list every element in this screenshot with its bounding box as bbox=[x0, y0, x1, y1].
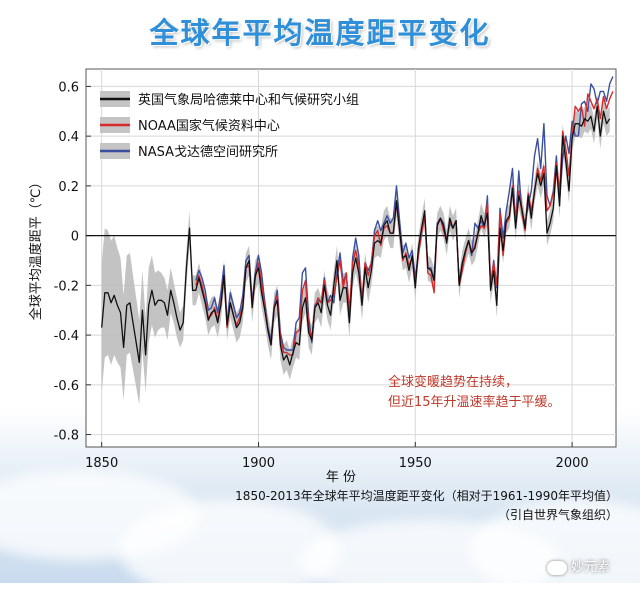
y-tick-label: 0.4 bbox=[58, 130, 79, 145]
y-axis-label: 全球平均温度距平（℃） bbox=[28, 176, 44, 321]
chart-caption: 1850-2013年全球年平均温度距平变化（相对于1961-1990年平均值） … bbox=[235, 487, 618, 525]
legend-label-3: NASA戈达德空间研究所 bbox=[138, 145, 278, 160]
y-tick-label: -0.2 bbox=[54, 279, 79, 294]
y-tick-label: -0.4 bbox=[54, 329, 79, 344]
caption-line-2: （引自世界气象组织） bbox=[497, 508, 618, 522]
x-tick-label: 1900 bbox=[242, 456, 275, 471]
legend-label-1: 英国气象局哈德莱中心和气候研究小组 bbox=[138, 92, 359, 108]
chart-title: 全球年平均温度距平变化 bbox=[149, 16, 491, 50]
annotation-line-1: 全球变暖趋势在持续， bbox=[388, 374, 518, 390]
x-tick-label: 1850 bbox=[85, 456, 118, 471]
legend-label-2: NOAA国家气候资料中心 bbox=[138, 118, 280, 134]
watermark-text: 妙元素 bbox=[570, 560, 610, 575]
y-tick-label: 0.6 bbox=[58, 80, 79, 95]
chart-canvas: -0.8 -0.6 -0.4 -0.2 0 0.2 0.4 0.6 1850 1900 1950 20… bbox=[28, 68, 617, 485]
x-tick-label: 2000 bbox=[556, 456, 589, 471]
uncertainty-band bbox=[101, 93, 610, 405]
x-axis-label: 年 份 bbox=[326, 470, 356, 485]
watermark: 妙元素 bbox=[546, 556, 610, 575]
y-tick-label: 0 bbox=[71, 230, 79, 245]
wechat-icon bbox=[546, 560, 567, 575]
y-tick-label: 0.2 bbox=[58, 180, 79, 195]
caption-line-1: 1850-2013年全球年平均温度距平变化（相对于1961-1990年平均值） bbox=[235, 489, 618, 503]
annotation-line-2: 但近15年升温速率趋于平缓。 bbox=[388, 394, 561, 410]
series-line-1 bbox=[101, 105, 611, 366]
plot-area bbox=[85, 68, 617, 448]
y-tick-label: -0.8 bbox=[54, 429, 79, 444]
y-tick-label: -0.6 bbox=[54, 379, 79, 394]
x-tick-label: 1950 bbox=[399, 456, 432, 471]
